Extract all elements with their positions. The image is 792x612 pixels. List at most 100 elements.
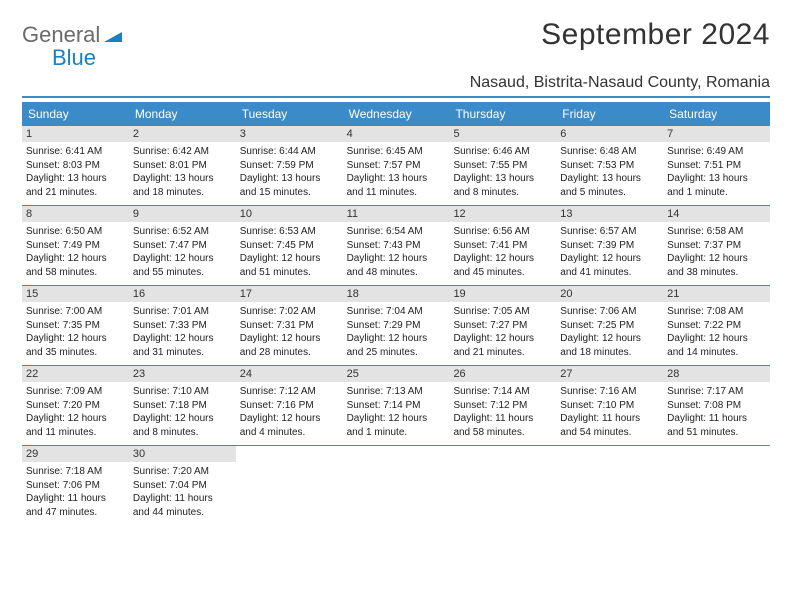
day-info: Sunrise: 6:56 AMSunset: 7:41 PMDaylight:… [453,225,552,279]
day-number: 23 [129,366,236,382]
sunrise-text: Sunrise: 6:54 AM [347,225,446,239]
sunrise-text: Sunrise: 6:48 AM [560,145,659,159]
sunset-text: Sunset: 7:18 PM [133,399,232,413]
sunset-text: Sunset: 7:04 PM [133,479,232,493]
day-info: Sunrise: 7:04 AMSunset: 7:29 PMDaylight:… [347,305,446,359]
month-title: September 2024 [541,18,770,52]
day-cell: 26 Sunrise: 7:14 AMSunset: 7:12 PMDayligh… [449,366,556,445]
weekday-tue: Tuesday [236,102,343,126]
daylight-text: Daylight: 13 hours and 11 minutes. [347,172,446,199]
daylight-text: Daylight: 12 hours and 51 minutes. [240,252,339,279]
day-info: Sunrise: 6:49 AMSunset: 7:51 PMDaylight:… [667,145,766,199]
sunset-text: Sunset: 7:51 PM [667,159,766,173]
logo-word1: General [22,22,100,47]
sunrise-text: Sunrise: 7:18 AM [26,465,125,479]
day-number: 27 [556,366,663,382]
day-number: 7 [663,126,770,142]
daylight-text: Daylight: 12 hours and 28 minutes. [240,332,339,359]
daylight-text: Daylight: 13 hours and 1 minute. [667,172,766,199]
day-number: 20 [556,286,663,302]
sunset-text: Sunset: 7:31 PM [240,319,339,333]
day-cell: 22Sunrise: 7:09 AMSunset: 7:20 PMDayligh… [22,366,129,445]
sunset-text: Sunset: 7:39 PM [560,239,659,253]
sunset-text: Sunset: 7:14 PM [347,399,446,413]
daylight-text: Daylight: 11 hours and 44 minutes. [133,492,232,519]
day-cell: 27Sunrise: 7:16 AMSunset: 7:10 PMDayligh… [556,366,663,445]
sunrise-text: Sunrise: 6:50 AM [26,225,125,239]
day-cell: 11Sunrise: 6:54 AMSunset: 7:43 PMDayligh… [343,206,450,285]
empty-cell [236,446,343,525]
logo-triangle-icon [104,29,122,46]
header: General Blue September 2024 [22,18,770,70]
week-row: 22Sunrise: 7:09 AMSunset: 7:20 PMDayligh… [22,366,770,446]
daylight-text: Daylight: 12 hours and 11 minutes. [26,412,125,439]
daylight-text: Daylight: 11 hours and 51 minutes. [667,412,766,439]
sunset-text: Sunset: 7:20 PM [26,399,125,413]
day-info: Sunrise: 6:53 AMSunset: 7:45 PMDaylight:… [240,225,339,279]
daylight-text: Daylight: 12 hours and 18 minutes. [560,332,659,359]
day-cell: 19Sunrise: 7:05 AMSunset: 7:27 PMDayligh… [449,286,556,365]
weekday-mon: Monday [129,102,236,126]
weekday-thu: Thursday [449,102,556,126]
day-cell: 29Sunrise: 7:18 AMSunset: 7:06 PMDayligh… [22,446,129,525]
sunrise-text: Sunrise: 7:17 AM [667,385,766,399]
day-cell: 28Sunrise: 7:17 AMSunset: 7:08 PMDayligh… [663,366,770,445]
weeks-container: 1 Sunrise: 6:41 AMSunset: 8:03 PMDaylight… [22,126,770,525]
empty-cell [343,446,450,525]
day-info: Sunrise: 6:52 AMSunset: 7:47 PMDaylight:… [133,225,232,279]
sunrise-text: Sunrise: 6:53 AM [240,225,339,239]
day-cell: 3Sunrise: 6:44 AMSunset: 7:59 PMDaylight… [236,126,343,205]
day-number: 18 [343,286,450,302]
day-cell: 5Sunrise: 6:46 AMSunset: 7:55 PMDaylight… [449,126,556,205]
sunrise-text: Sunrise: 7:16 AM [560,385,659,399]
day-number: 1 [22,126,129,142]
day-number: 5 [449,126,556,142]
day-info: Sunrise: 6:48 AMSunset: 7:53 PMDaylight:… [560,145,659,199]
logo: General Blue [22,24,122,70]
day-cell: 15 Sunrise: 7:00 AMSunset: 7:35 PMDayligh… [22,286,129,365]
sunrise-text: Sunrise: 6:57 AM [560,225,659,239]
day-number: 22 [22,366,129,382]
day-info: Sunrise: 6:54 AMSunset: 7:43 PMDaylight:… [347,225,446,279]
sunset-text: Sunset: 8:01 PM [133,159,232,173]
day-info: Sunrise: 6:41 AMSunset: 8:03 PMDaylight:… [26,145,125,199]
empty-cell [663,446,770,525]
weekday-wed: Wednesday [343,102,450,126]
day-info: Sunrise: 7:00 AMSunset: 7:35 PMDaylight:… [26,305,125,359]
sunrise-text: Sunrise: 6:49 AM [667,145,766,159]
sunrise-text: Sunrise: 6:45 AM [347,145,446,159]
daylight-text: Daylight: 12 hours and 38 minutes. [667,252,766,279]
day-cell: 1 Sunrise: 6:41 AMSunset: 8:03 PMDaylight… [22,126,129,205]
sunset-text: Sunset: 7:53 PM [560,159,659,173]
daylight-text: Daylight: 12 hours and 35 minutes. [26,332,125,359]
day-number: 17 [236,286,343,302]
day-cell: 10Sunrise: 6:53 AMSunset: 7:45 PMDayligh… [236,206,343,285]
daylight-text: Daylight: 13 hours and 15 minutes. [240,172,339,199]
week-row: 1 Sunrise: 6:41 AMSunset: 8:03 PMDaylight… [22,126,770,206]
day-info: Sunrise: 7:02 AMSunset: 7:31 PMDaylight:… [240,305,339,359]
day-info: Sunrise: 7:14 AMSunset: 7:12 PMDaylight:… [453,385,552,439]
sunrise-text: Sunrise: 7:01 AM [133,305,232,319]
sunrise-text: Sunrise: 7:05 AM [453,305,552,319]
day-info: Sunrise: 7:18 AMSunset: 7:06 PMDaylight:… [26,465,125,519]
sunset-text: Sunset: 7:47 PM [133,239,232,253]
day-info: Sunrise: 6:42 AMSunset: 8:01 PMDaylight:… [133,145,232,199]
sunrise-text: Sunrise: 6:41 AM [26,145,125,159]
day-number: 15 [22,286,129,302]
day-number: 8 [22,206,129,222]
day-number: 2 [129,126,236,142]
sunset-text: Sunset: 7:22 PM [667,319,766,333]
day-number: 26 [449,366,556,382]
sunset-text: Sunset: 7:45 PM [240,239,339,253]
day-info: Sunrise: 7:13 AMSunset: 7:14 PMDaylight:… [347,385,446,439]
sunset-text: Sunset: 7:57 PM [347,159,446,173]
daylight-text: Daylight: 12 hours and 14 minutes. [667,332,766,359]
sunrise-text: Sunrise: 6:42 AM [133,145,232,159]
daylight-text: Daylight: 13 hours and 21 minutes. [26,172,125,199]
sunset-text: Sunset: 7:55 PM [453,159,552,173]
day-info: Sunrise: 6:57 AMSunset: 7:39 PMDaylight:… [560,225,659,279]
location-text: Nasaud, Bistrita-Nasaud County, Romania [470,74,770,91]
day-cell: 20Sunrise: 7:06 AMSunset: 7:25 PMDayligh… [556,286,663,365]
location-row: Nasaud, Bistrita-Nasaud County, Romania [22,74,770,98]
sunset-text: Sunset: 7:33 PM [133,319,232,333]
